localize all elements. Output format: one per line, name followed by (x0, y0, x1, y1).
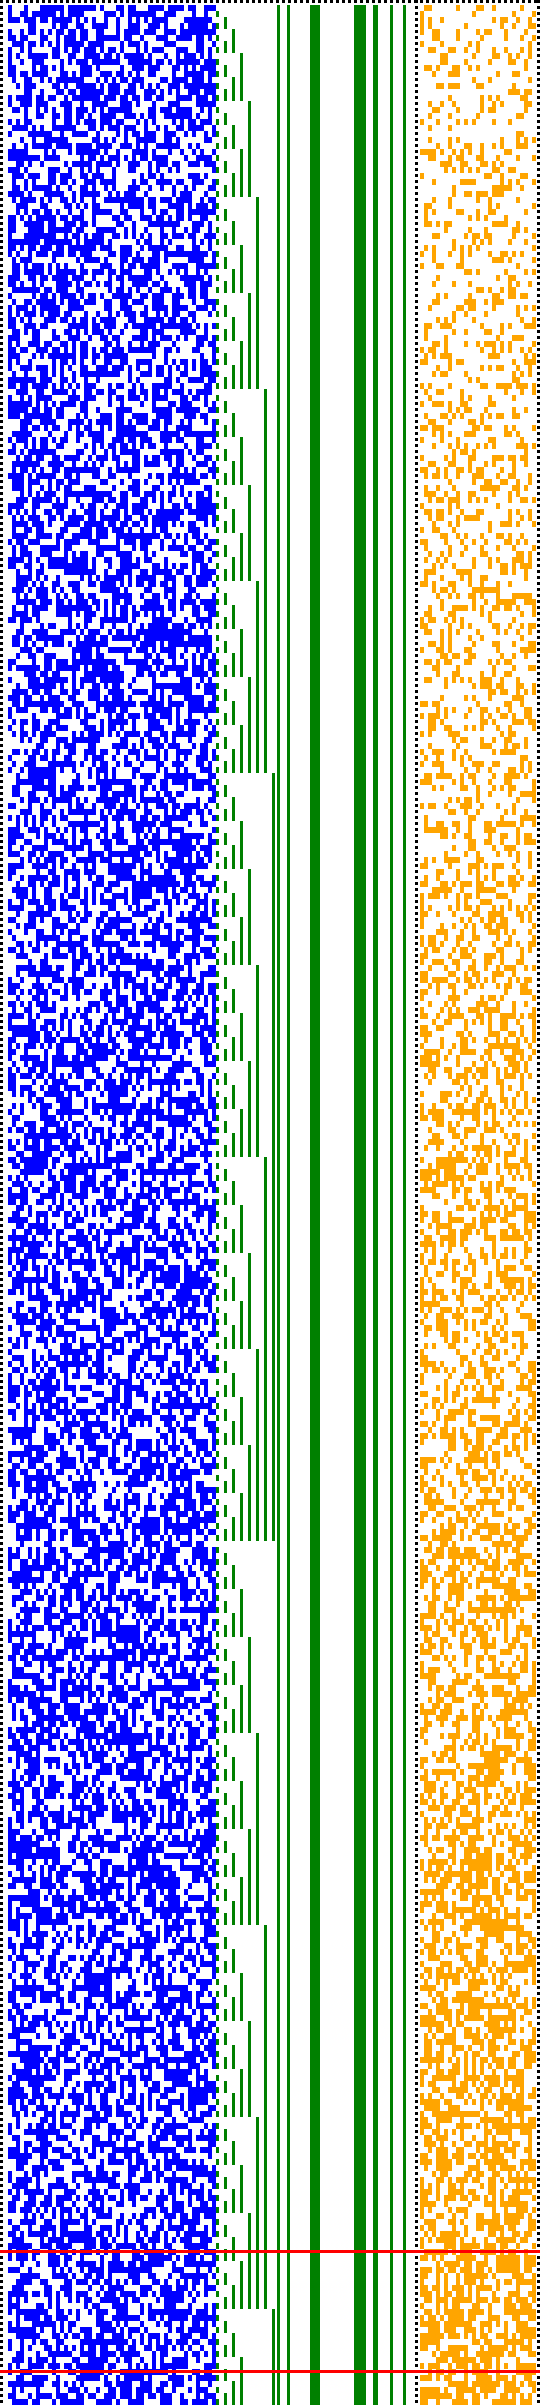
orange-cell-field (420, 5, 536, 2405)
staircase-bit-2 (232, 29, 235, 2405)
staircase-bit-7 (272, 773, 275, 2405)
green-bar-5 (390, 5, 393, 2405)
green-bar-1 (287, 5, 290, 2405)
green-staircase-bars (216, 5, 406, 2405)
green-bar-6 (403, 5, 406, 2405)
blue-cells (8, 5, 216, 2405)
orange-cells (420, 5, 536, 2405)
green-bar-0 (277, 5, 280, 2405)
staircase-bit-3 (240, 53, 243, 2405)
staircase-bit-5 (256, 197, 259, 2309)
marker-line-0 (0, 2250, 540, 2253)
blue-cell-field (8, 5, 216, 2405)
green-bar-3 (354, 5, 366, 2405)
marker-line-1 (0, 2370, 540, 2373)
staircase-bit-6 (264, 389, 267, 2309)
staircase-bit-4 (248, 101, 251, 2309)
red-marker-lines (0, 2250, 540, 2373)
green-bar-4 (373, 5, 378, 2405)
green-bar-2 (310, 5, 320, 2405)
